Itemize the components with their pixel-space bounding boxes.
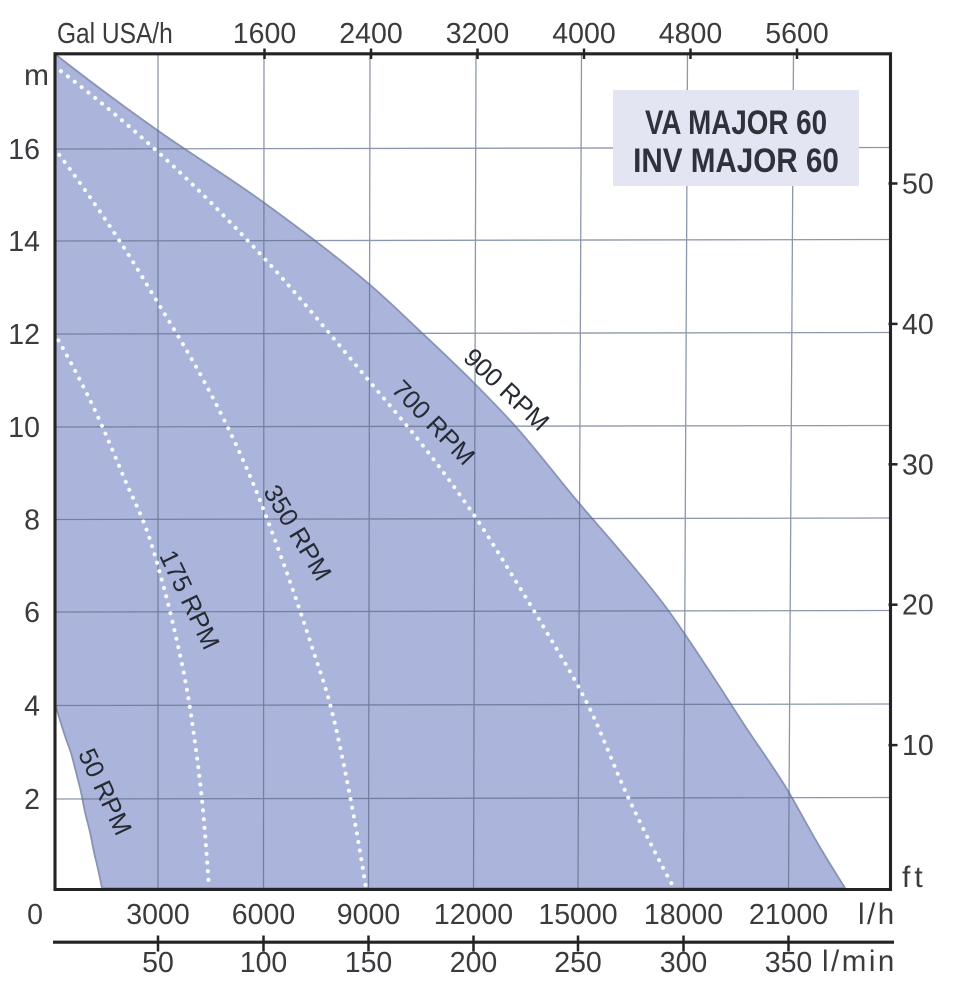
svg-text:300: 300 [660, 947, 708, 979]
svg-text:16: 16 [8, 134, 40, 166]
svg-text:5600: 5600 [765, 18, 828, 50]
svg-text:20: 20 [902, 590, 934, 622]
svg-text:2400: 2400 [339, 18, 402, 50]
svg-text:21000: 21000 [749, 899, 828, 931]
svg-text:30: 30 [902, 449, 934, 481]
svg-text:3200: 3200 [446, 18, 509, 50]
svg-text:6: 6 [24, 597, 40, 629]
svg-text:0: 0 [27, 899, 43, 931]
svg-text:150: 150 [345, 947, 393, 979]
svg-text:10: 10 [902, 730, 934, 762]
svg-text:ft: ft [902, 861, 927, 894]
svg-text:INV MAJOR 60: INV MAJOR 60 [633, 141, 839, 179]
svg-text:50: 50 [902, 169, 934, 201]
svg-text:Gal USA/h: Gal USA/h [57, 17, 173, 49]
svg-text:l/min: l/min [822, 945, 897, 978]
svg-text:9000: 9000 [337, 899, 400, 931]
svg-text:8: 8 [24, 505, 40, 537]
svg-text:4000: 4000 [552, 18, 615, 50]
svg-text:18000: 18000 [644, 899, 723, 931]
svg-text:250: 250 [554, 947, 602, 979]
svg-text:14: 14 [8, 226, 40, 258]
svg-text:2: 2 [24, 784, 40, 816]
svg-text:l/h: l/h [858, 898, 897, 931]
svg-text:50: 50 [142, 947, 174, 979]
svg-text:100: 100 [240, 947, 288, 979]
svg-text:10: 10 [8, 412, 40, 444]
svg-text:6000: 6000 [232, 899, 295, 931]
svg-text:m: m [24, 59, 49, 92]
svg-text:12000: 12000 [434, 899, 513, 931]
svg-text:3000: 3000 [126, 899, 189, 931]
svg-text:4800: 4800 [659, 18, 722, 50]
svg-text:350: 350 [765, 947, 813, 979]
svg-text:VA MAJOR 60: VA MAJOR 60 [645, 103, 827, 141]
svg-text:200: 200 [450, 947, 498, 979]
svg-text:15000: 15000 [538, 899, 617, 931]
svg-text:40: 40 [902, 309, 934, 341]
svg-text:1600: 1600 [233, 18, 296, 50]
svg-text:12: 12 [8, 319, 40, 351]
svg-text:4: 4 [24, 691, 40, 723]
